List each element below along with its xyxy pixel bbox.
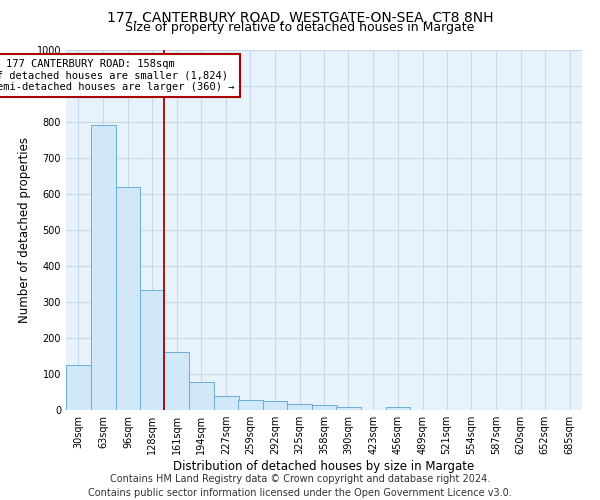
- Text: 177, CANTERBURY ROAD, WESTGATE-ON-SEA, CT8 8NH: 177, CANTERBURY ROAD, WESTGATE-ON-SEA, C…: [107, 11, 493, 25]
- Bar: [287, 404, 312, 410]
- X-axis label: Distribution of detached houses by size in Margate: Distribution of detached houses by size …: [173, 460, 475, 473]
- Bar: [164, 352, 189, 410]
- Bar: [238, 400, 263, 410]
- Bar: [312, 406, 337, 410]
- Bar: [189, 382, 214, 410]
- Bar: [115, 187, 140, 410]
- Text: 177 CANTERBURY ROAD: 158sqm
← 83% of detached houses are smaller (1,824)
16% of : 177 CANTERBURY ROAD: 158sqm ← 83% of det…: [0, 59, 235, 92]
- Text: Size of property relative to detached houses in Margate: Size of property relative to detached ho…: [125, 21, 475, 34]
- Bar: [386, 407, 410, 410]
- Y-axis label: Number of detached properties: Number of detached properties: [18, 137, 31, 323]
- Bar: [139, 290, 164, 410]
- Bar: [214, 396, 239, 410]
- Bar: [263, 401, 287, 410]
- Bar: [91, 124, 115, 410]
- Bar: [66, 365, 91, 410]
- Text: Contains HM Land Registry data © Crown copyright and database right 2024.
Contai: Contains HM Land Registry data © Crown c…: [88, 474, 512, 498]
- Bar: [336, 407, 361, 410]
